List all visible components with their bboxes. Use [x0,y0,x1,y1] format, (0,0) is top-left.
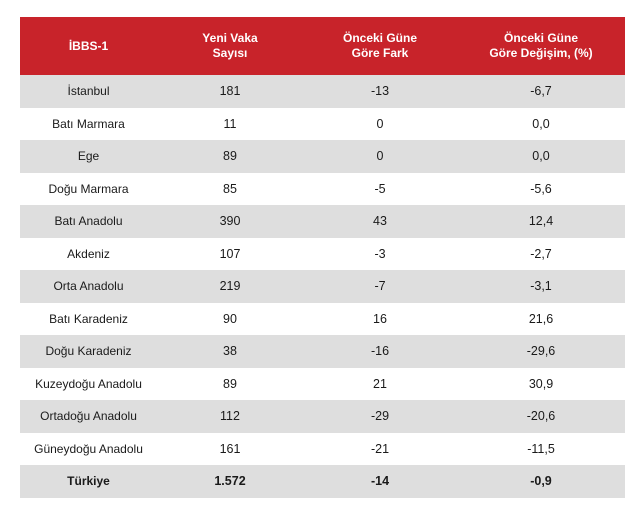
change-cell: -5,6 [530,181,552,196]
new-cases-cell: 181 [219,84,241,99]
table-row: Batı Anadolu 390 43 12,4 [20,205,625,238]
table-body: İstanbul 181 -13 -6,7 Batı Marmara 11 0 … [20,75,625,498]
table-row: Güneydoğu Anadolu 161 -21 -11,5 [20,433,625,466]
region-cell: Batı Karadeniz [49,311,128,326]
new-cases-cell: 107 [219,246,241,261]
change-cell: 0,0 [532,116,550,131]
header-new-cases-line1: Yeni Vaka [202,31,258,45]
header-row: İBBS-1 Yeni Vaka Sayısı Önceki Güne Göre… [20,17,625,75]
header-new-cases-line2: Sayısı [212,46,248,60]
table-header: İBBS-1 Yeni Vaka Sayısı Önceki Güne Göre… [20,17,625,75]
diff-cell: -5 [374,181,386,196]
region-cell: Akdeniz [67,246,110,261]
region-cell: Kuzeydoğu Anadolu [35,376,142,391]
table-row: Ege 89 0 0,0 [20,140,625,173]
total-diff-cell: -14 [370,474,390,489]
new-cases-cell: 219 [219,279,241,294]
region-cell: Güneydoğu Anadolu [34,441,143,456]
total-row: Türkiye 1.572 -14 -0,9 [20,465,625,498]
change-cell: -2,7 [530,246,552,261]
header-diff-line2: Göre Fark [351,46,409,60]
diff-cell: -3 [374,246,386,261]
regional-cases-table: İBBS-1 Yeni Vaka Sayısı Önceki Güne Göre… [20,17,625,498]
header-diff-line1: Önceki Güne [342,31,418,45]
header-region-label: İBBS-1 [68,38,109,53]
change-cell: -6,7 [530,84,552,99]
table-row: Kuzeydoğu Anadolu 89 21 30,9 [20,368,625,401]
new-cases-cell: 11 [223,116,237,131]
new-cases-cell: 89 [223,376,237,391]
table-row: Orta Anadolu 219 -7 -3,1 [20,270,625,303]
diff-cell: -16 [370,344,390,359]
region-cell: Ege [77,149,100,164]
total-change-cell: -0,9 [530,474,552,489]
change-cell: -3,1 [530,279,552,294]
new-cases-cell: 38 [223,344,237,359]
change-cell: 0,0 [532,149,550,164]
total-new-cases-cell: 1.572 [214,474,246,489]
new-cases-cell: 161 [219,441,241,456]
diff-cell: 43 [373,214,387,229]
change-cell: 12,4 [528,214,554,229]
new-cases-cell: 112 [220,409,240,424]
diff-cell: -29 [370,409,390,424]
change-cell: 30,9 [528,376,554,391]
diff-cell: 16 [373,311,387,326]
diff-cell: 0 [376,149,384,164]
change-cell: 21,6 [528,311,554,326]
header-new-cases: Yeni Vaka Sayısı [157,17,303,75]
total-region-cell: Türkiye [67,474,110,489]
table-row: Doğu Marmara 85 -5 -5,6 [20,173,625,206]
region-cell: İstanbul [67,84,110,99]
region-cell: Doğu Marmara [48,181,129,196]
table-row: Akdeniz 107 -3 -2,7 [20,238,625,271]
header-region: İBBS-1 [20,17,157,75]
table-row: Batı Marmara 11 0 0,0 [20,108,625,141]
region-cell: Batı Marmara [52,116,125,131]
change-cell: -11,5 [527,441,555,456]
diff-cell: -13 [370,84,390,99]
header-change: Önceki Güne Göre Değişim, (%) [457,17,625,75]
new-cases-cell: 85 [223,181,237,196]
regional-cases-table-container: İBBS-1 Yeni Vaka Sayısı Önceki Güne Göre… [20,17,625,498]
diff-cell: -7 [374,279,386,294]
diff-cell: 21 [373,376,387,391]
table-row: Doğu Karadeniz 38 -16 -29,6 [20,335,625,368]
diff-cell: -21 [370,441,390,456]
header-change-line1: Önceki Güne [503,31,579,45]
change-cell: -29,6 [526,344,556,359]
region-cell: Batı Anadolu [54,214,123,229]
region-cell: Ortadoğu Anadolu [40,409,137,424]
diff-cell: 0 [376,116,384,131]
region-cell: Doğu Karadeniz [45,344,132,359]
new-cases-cell: 390 [219,214,241,229]
header-diff: Önceki Güne Göre Fark [303,17,457,75]
table-row: İstanbul 181 -13 -6,7 [20,75,625,108]
table-row: Ortadoğu Anadolu 112 -29 -20,6 [20,400,625,433]
change-cell: -20,6 [526,409,556,424]
new-cases-cell: 89 [223,149,237,164]
new-cases-cell: 90 [223,311,237,326]
header-change-line2: Göre Değişim, (%) [489,46,593,60]
region-cell: Orta Anadolu [53,279,124,294]
table-row: Batı Karadeniz 90 16 21,6 [20,303,625,336]
